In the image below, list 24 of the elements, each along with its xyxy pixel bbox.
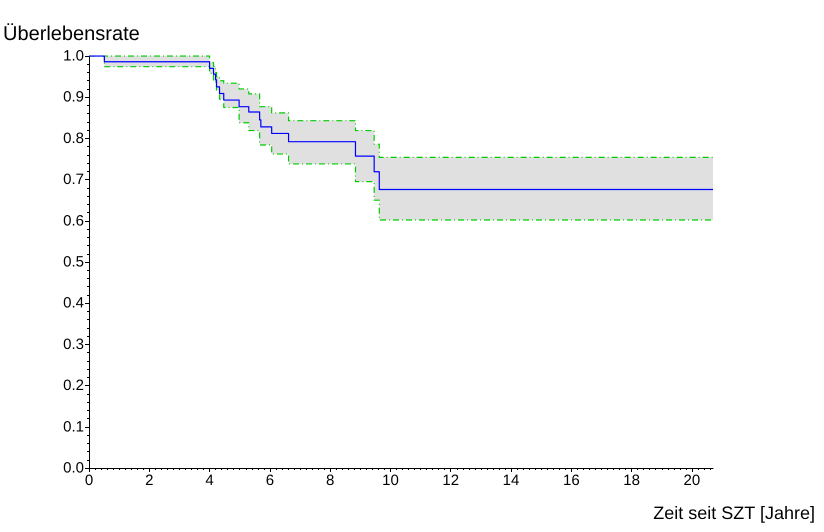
y-tick-label: 0.3 bbox=[63, 336, 84, 353]
x-tick-label: 14 bbox=[502, 472, 520, 489]
y-tick-label: 0.1 bbox=[63, 418, 84, 436]
x-tick-label: 18 bbox=[623, 472, 640, 489]
y-tick-label: 0.4 bbox=[63, 294, 84, 312]
y-tick-label: 0.7 bbox=[63, 171, 84, 188]
x-axis-title: Zeit seit SZT [Jahre] bbox=[653, 503, 815, 523]
y-tick-label: 0.5 bbox=[63, 254, 84, 270]
x-tick-label: 8 bbox=[326, 472, 334, 489]
y-axis-title: Überlebensrate bbox=[3, 23, 140, 45]
x-tick-label: 6 bbox=[266, 472, 274, 489]
x-tick-label: 20 bbox=[684, 472, 700, 489]
y-tick-label: 0.6 bbox=[63, 212, 84, 230]
x-tick-label: 0 bbox=[84, 472, 94, 489]
y-tick-label: 0.0 bbox=[63, 460, 84, 476]
y-tick-label: 1.0 bbox=[63, 48, 84, 64]
x-tick-label: 2 bbox=[145, 472, 154, 489]
x-tick-label: 12 bbox=[442, 472, 460, 489]
y-tick-label: 0.8 bbox=[63, 130, 84, 147]
x-tick-label: 10 bbox=[382, 472, 399, 489]
y-tick-label: 0.9 bbox=[63, 88, 84, 106]
x-tick-label: 16 bbox=[562, 472, 580, 489]
y-tick-label: 0.2 bbox=[63, 377, 84, 394]
x-tick-label: 4 bbox=[205, 472, 214, 489]
